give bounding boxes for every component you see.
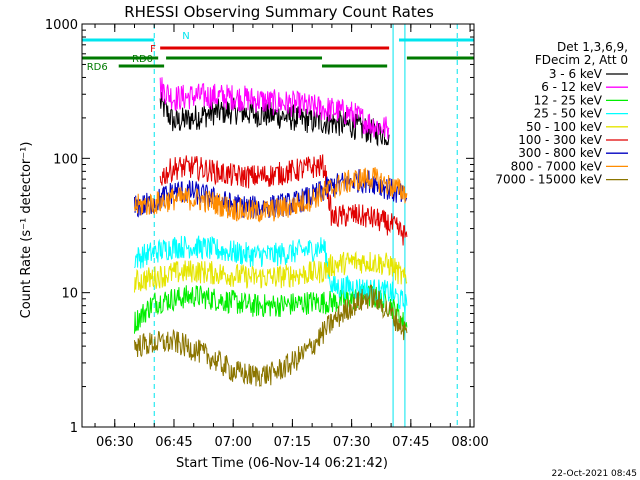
x-axis-label: Start Time (06-Nov-14 06:21:42) xyxy=(176,456,388,471)
y-tick-label-4: 1000 xyxy=(45,18,78,33)
y-tick-label-1: 1 xyxy=(70,421,78,436)
legend-label-5: 50 - 100 keV xyxy=(526,120,603,134)
x-tick-label-7: 08:00 xyxy=(451,435,488,450)
series-line-1 xyxy=(159,91,390,147)
series-line-5 xyxy=(134,250,408,293)
series-line-6 xyxy=(159,154,408,246)
legend-header-line-1: Det 1,3,6,9, xyxy=(557,40,628,54)
legend-label-7: 300 - 800 keV xyxy=(518,146,602,160)
legend-label-9: 7000 - 15000 keV xyxy=(495,173,602,187)
legend-header-line-2: FDecim 2, Att 0 xyxy=(535,53,628,67)
legend-label-1: 3 - 6 keV xyxy=(549,67,603,81)
x-tick-label-6: 07:45 xyxy=(392,435,429,450)
legend-label-4: 25 - 50 keV xyxy=(534,107,603,121)
legend-label-2: 6 - 12 keV xyxy=(541,80,603,94)
flag-label-rd0: RD0 xyxy=(132,54,153,65)
legend-label-6: 100 - 300 keV xyxy=(518,133,602,147)
series-line-8 xyxy=(134,167,408,223)
flag-label-rd6: RD6 xyxy=(87,62,108,73)
flag-label-f: F xyxy=(150,44,156,55)
x-tick-label-5: 07:30 xyxy=(333,435,370,450)
series-line-2 xyxy=(159,77,390,140)
footer-timestamp: 22-Oct-2021 08:45 xyxy=(552,469,637,479)
axes: 1 10 100 1000 06:30 06:45 07:00 07:15 07:30 07:45… xyxy=(45,18,489,450)
x-tick-label-4: 07:15 xyxy=(274,435,311,450)
y-tick-label-2: 10 xyxy=(61,287,78,302)
series-line-9 xyxy=(134,284,408,387)
series-line-4 xyxy=(134,235,408,316)
x-tick-label-1: 06:30 xyxy=(96,435,133,450)
flag-label-n: N xyxy=(182,31,189,42)
x-tick-label-3: 07:00 xyxy=(214,435,251,450)
legend-label-3: 12 - 25 keV xyxy=(534,93,603,107)
y-axis-label: Count Rate (s⁻¹ detector⁻¹) xyxy=(19,142,34,319)
y-tick-label-3: 100 xyxy=(53,152,78,167)
x-tick-label-2: 06:45 xyxy=(155,435,192,450)
plot-frame xyxy=(81,23,475,428)
legend-label-8: 800 - 7000 keV xyxy=(511,159,603,173)
chart-title: RHESSI Observing Summary Count Rates xyxy=(124,3,434,21)
